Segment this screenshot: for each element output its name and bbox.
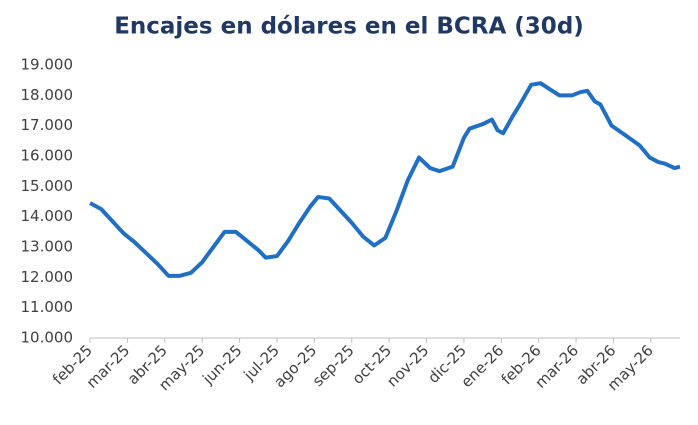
- chart-title: Encajes en dólares en el BCRA (30d): [114, 14, 584, 40]
- y-tick-label: 19.000: [21, 56, 74, 74]
- y-tick-label: 11.000: [21, 298, 74, 316]
- line: [89, 81, 681, 278]
- y-tick-label: 17.000: [21, 116, 74, 134]
- y-tick-label: 16.000: [21, 147, 74, 165]
- y-tick-label: 10.000: [21, 329, 74, 347]
- x-tick-label: nov-25: [383, 341, 432, 390]
- x-tick-label: ago-25: [270, 341, 320, 391]
- y-tick-label: 13.000: [21, 238, 74, 256]
- y-tick-label: 12.000: [21, 268, 74, 286]
- y-tick-label: 18.000: [21, 86, 74, 104]
- y-tick-label: 14.000: [21, 207, 74, 225]
- x-tick-label: ene-26: [457, 341, 507, 391]
- x-tick-label: jun-25: [198, 341, 245, 388]
- y-tick-label: 15.000: [21, 177, 74, 195]
- x-tick-label: sep-25: [309, 341, 358, 390]
